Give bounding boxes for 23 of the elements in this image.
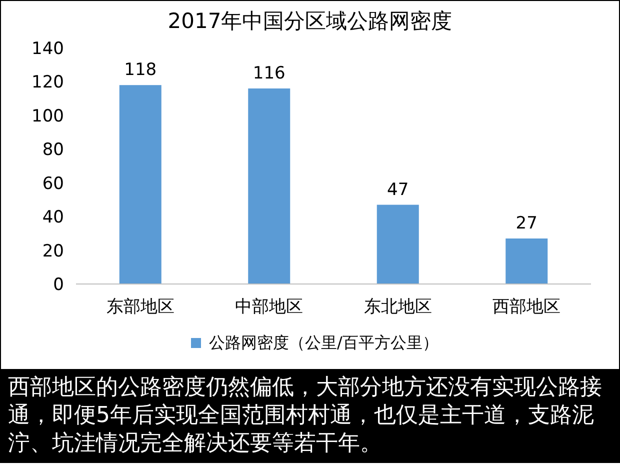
chart-title: 2017年中国分区域公路网密度	[168, 9, 452, 33]
text: 西部地区的公路密度仍然偏低，大部分地方还没有实现公路接通，即便5年后实现全国范围村村通，也仅是主干道，支路泥泞、坑洼情况完全解决还要等若干年。	[8, 374, 603, 458]
data-label: 47	[387, 180, 409, 200]
bar	[248, 88, 290, 284]
y-tick-label: 120	[32, 72, 64, 93]
x-tick-label: 东部地区	[106, 297, 174, 317]
x-tick-label: 西部地区	[492, 297, 561, 317]
y-tick-label: 20	[42, 241, 64, 262]
y-tick-label: 60	[42, 174, 64, 194]
y-tick-label: 0	[53, 275, 64, 295]
data-label: 116	[252, 63, 286, 84]
bar	[376, 204, 419, 284]
x-tick-label: 东北地区	[364, 297, 432, 317]
y-tick-label: 100	[32, 106, 64, 126]
bar	[119, 85, 162, 284]
x-tick-label: 中部地区	[235, 297, 304, 317]
y-tick-label: 40	[42, 208, 64, 228]
data-label: 27	[516, 213, 538, 234]
legend-label: 公路网密度（公里/百平方公里）	[209, 333, 438, 352]
y-tick-label: 140	[32, 39, 64, 59]
bar	[506, 238, 548, 284]
y-tick-label: 80	[42, 140, 64, 160]
data-label: 118	[124, 60, 157, 80]
